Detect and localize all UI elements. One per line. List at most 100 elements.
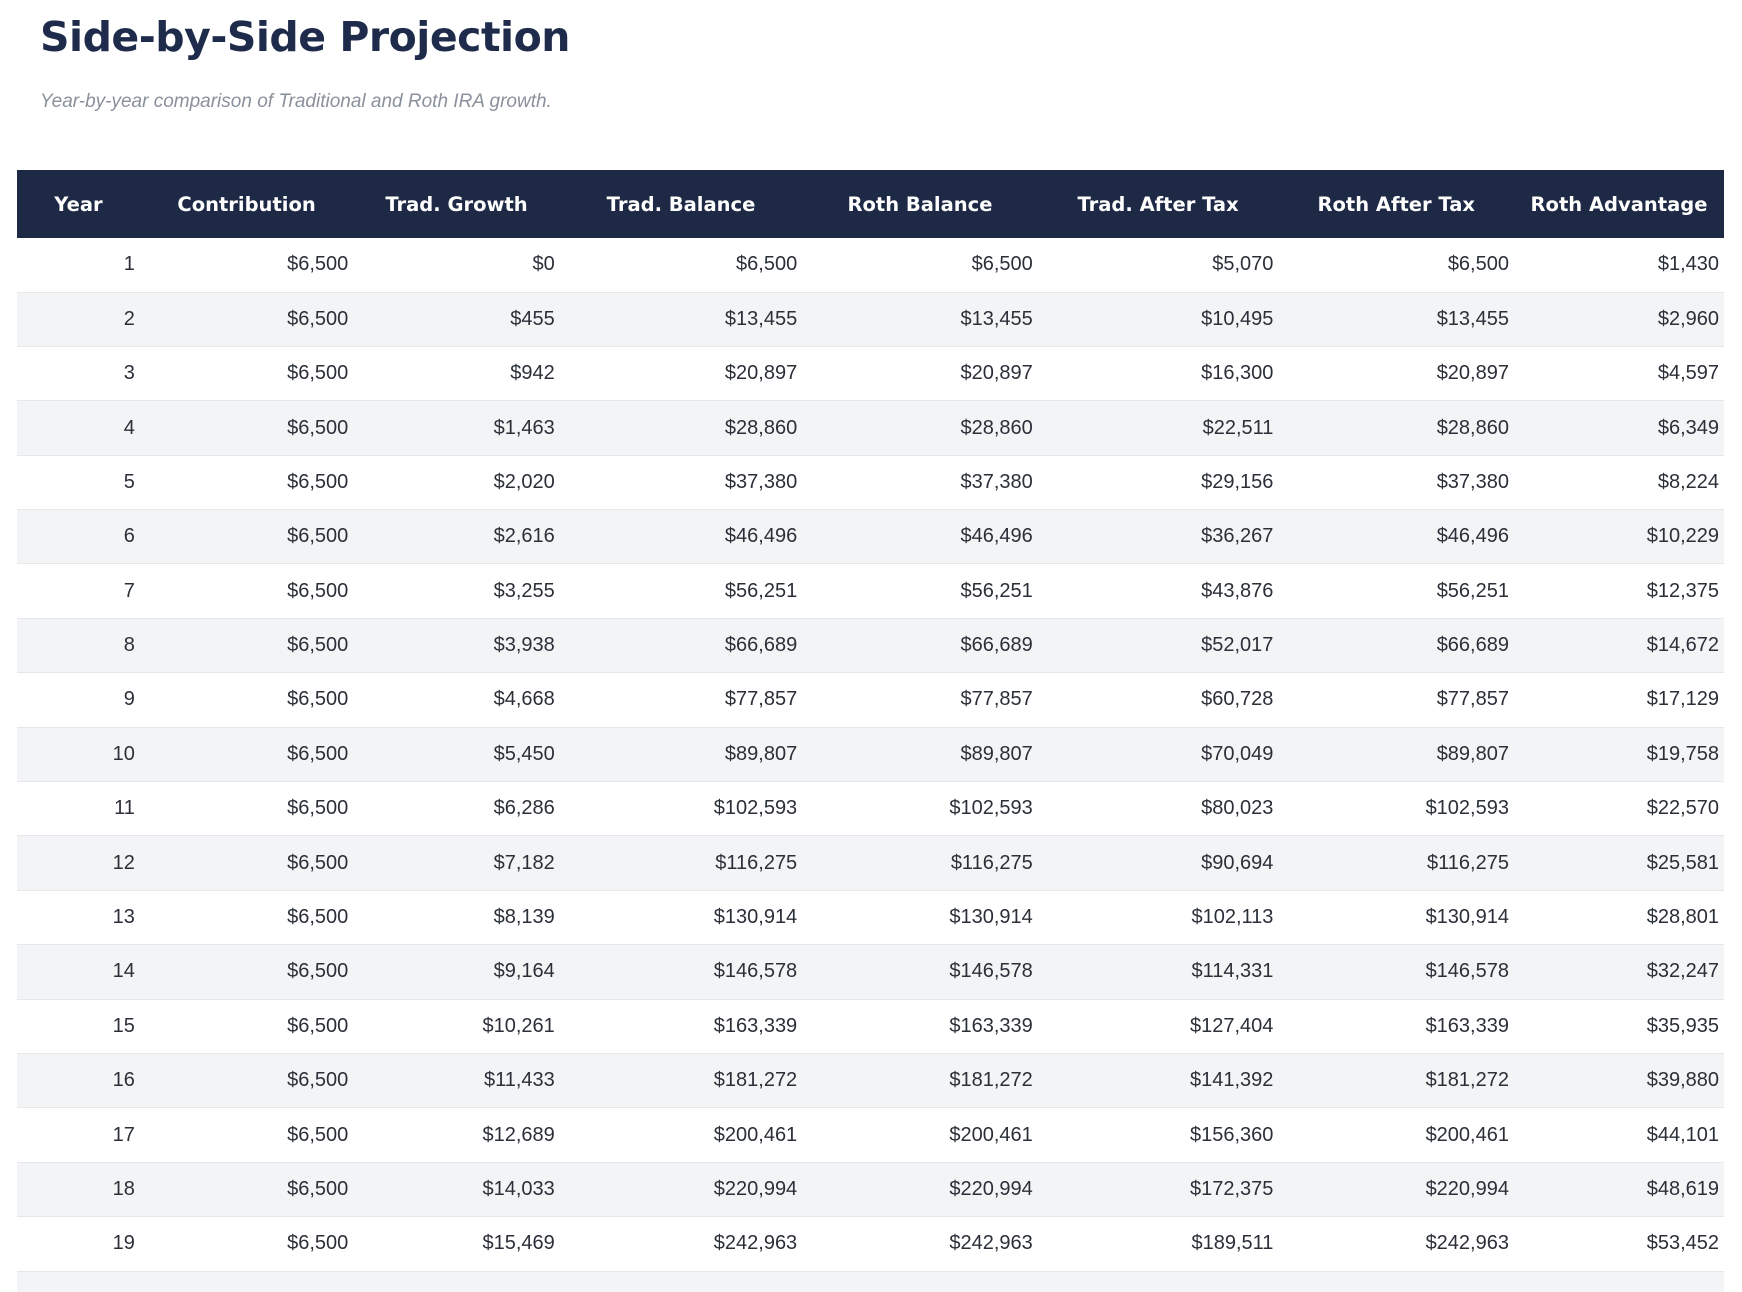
cell-roth-after-tax: $6,500 (1447, 253, 1509, 276)
column-header-trad-growth: Trad. Growth (353, 170, 560, 239)
cell-trad-balance: $163,339 (713, 1014, 798, 1037)
cell-trad-growth: $6,286 (493, 797, 555, 820)
cell-trad-growth: $2,020 (493, 470, 555, 493)
cell-roth-after-tax: $28,860 (1436, 416, 1509, 439)
cell-trad-after-tax: $80,023 (1201, 797, 1274, 820)
cell-roth-after-tax: $20,897 (1436, 362, 1509, 385)
cell-roth-advantage: $39,880 (1646, 1069, 1719, 1092)
cell-roth-balance: $89,807 (960, 742, 1033, 765)
cell-trad-after-tax: $36,267 (1201, 525, 1274, 548)
cell-contribution: $6,500 (287, 470, 349, 493)
cell-roth-after-tax: $242,963 (1425, 1232, 1509, 1255)
cell-trad-after-tax: $43,876 (1201, 579, 1274, 602)
cell-trad-balance: $242,963 (713, 1232, 798, 1255)
cell-trad-after-tax: $16,300 (1201, 362, 1274, 385)
cell-trad-after-tax: $102,113 (1191, 906, 1274, 929)
table-row: 14 $6,500 $9,164 $146,578 $146,578 $114,331 $1… (17, 944, 1724, 1000)
cell-roth-after-tax: $56,251 (1436, 579, 1509, 602)
cell-trad-growth: $2,616 (493, 525, 555, 548)
cell-roth-after-tax: $37,380 (1436, 470, 1509, 493)
cell-roth-advantage: $19,758 (1646, 742, 1719, 765)
table-row: 15 $6,500 $10,261 $163,339 $163,339 $127,404 $… (17, 999, 1724, 1053)
cell-roth-advantage: $2,960 (1657, 307, 1719, 330)
cell-roth-balance: $46,496 (960, 525, 1033, 548)
cell-trad-after-tax: $60,728 (1201, 688, 1274, 711)
column-header-trad-balance: Trad. Balance (559, 170, 803, 239)
cell-contribution: $6,500 (287, 1014, 349, 1037)
column-header-roth-after-tax: Roth After Tax (1278, 170, 1514, 239)
cell-trad-balance: $102,593 (713, 797, 798, 820)
cell-trad-balance: $146,578 (713, 960, 798, 983)
cell-roth-balance: $242,963 (949, 1232, 1033, 1255)
cell-roth-advantage: $53,452 (1646, 1232, 1719, 1255)
cell-empty (140, 1271, 353, 1292)
cell-trad-after-tax: $172,375 (1190, 1177, 1274, 1200)
column-header-roth-balance: Roth Balance (802, 170, 1038, 239)
cell-roth-advantage: $10,229 (1646, 525, 1719, 548)
cell-trad-growth: $455 (510, 307, 555, 330)
cell-roth-advantage: $28,801 (1646, 906, 1719, 929)
cell-year: 3 (123, 362, 135, 385)
page-subtitle: Year-by-year comparison of Traditional a… (40, 91, 552, 113)
cell-roth-after-tax: $146,578 (1425, 960, 1509, 983)
cell-trad-balance: $181,272 (713, 1069, 798, 1092)
table-row: 16 $6,500 $11,433 $181,272 $181,272 $141,392 $… (17, 1053, 1724, 1108)
cell-contribution: $6,500 (287, 797, 349, 820)
cell-trad-growth: $3,255 (493, 579, 555, 602)
cell-year: 14 (112, 960, 135, 983)
cell-roth-after-tax: $200,461 (1425, 1123, 1509, 1146)
column-header-roth-advantage: Roth Advantage (1513, 170, 1724, 239)
cell-trad-after-tax: $5,070 (1212, 253, 1274, 276)
projection-table: Year Contribution Trad. Growth Trad. Balanc… (17, 170, 1724, 1292)
cell-year: 19 (112, 1232, 135, 1255)
cell-roth-advantage: $22,570 (1646, 797, 1719, 820)
cell-trad-after-tax: $114,331 (1191, 960, 1274, 983)
cell-roth-after-tax: $102,593 (1425, 797, 1509, 820)
cell-trad-balance: $220,994 (713, 1177, 798, 1200)
cell-year: 12 (112, 851, 135, 874)
cell-year: 9 (123, 688, 135, 711)
table-row: 4 $6,500 $1,463 $28,860 $28,860 $22,511 $28,86… (17, 400, 1724, 456)
column-header-trad-after-tax: Trad. After Tax (1037, 170, 1279, 239)
cell-trad-balance: $28,860 (724, 416, 798, 439)
cell-roth-advantage: $32,247 (1646, 960, 1719, 983)
cell-trad-growth: $3,938 (493, 634, 555, 657)
table-row: 6 $6,500 $2,616 $46,496 $46,496 $36,267 $46,49… (17, 509, 1724, 564)
table-header-row: Year Contribution Trad. Growth Trad. Balanc… (17, 170, 1724, 239)
cell-contribution: $6,500 (287, 851, 349, 874)
cell-contribution: $6,500 (287, 960, 349, 983)
table-row: 2 $6,500 $455 $13,455 $13,455 $10,495 $13,455 $… (17, 292, 1724, 347)
cell-contribution: $6,500 (287, 525, 349, 548)
cell-trad-growth: $12,689 (482, 1123, 555, 1146)
cell-year: 17 (112, 1123, 135, 1146)
cell-roth-after-tax: $181,272 (1425, 1069, 1509, 1092)
cell-trad-after-tax: $52,017 (1201, 634, 1274, 657)
table-row: 10 $6,500 $5,450 $89,807 $89,807 $70,049 $89,8… (17, 727, 1724, 782)
cell-empty (802, 1271, 1038, 1292)
table-row: 12 $6,500 $7,182 $116,275 $116,275 $90,694 $11… (17, 835, 1724, 891)
cell-roth-balance: $200,461 (949, 1123, 1033, 1146)
cell-year: 18 (112, 1177, 135, 1200)
cell-year: 10 (112, 742, 135, 765)
cell-roth-after-tax: $130,914 (1425, 906, 1509, 929)
cell-roth-balance: $116,275 (950, 851, 1033, 874)
cell-roth-balance: $6,500 (971, 253, 1033, 276)
cell-roth-advantage: $8,224 (1657, 470, 1719, 493)
cell-trad-after-tax: $22,511 (1202, 416, 1274, 439)
cell-roth-after-tax: $77,857 (1436, 688, 1509, 711)
cell-year: 11 (114, 797, 135, 820)
cell-trad-balance: $46,496 (724, 525, 798, 548)
cell-trad-balance: $77,857 (724, 688, 798, 711)
cell-contribution: $6,500 (287, 307, 349, 330)
cell-empty (1278, 1271, 1514, 1292)
cell-trad-after-tax: $29,156 (1201, 470, 1274, 493)
table-row: 7 $6,500 $3,255 $56,251 $56,251 $43,876 $56,25… (17, 563, 1724, 618)
cell-contribution: $6,500 (287, 416, 349, 439)
cell-year: 6 (123, 525, 135, 548)
cell-trad-growth: $14,033 (482, 1177, 555, 1200)
cell-roth-advantage: $14,672 (1646, 634, 1719, 657)
cell-contribution: $6,500 (287, 906, 349, 929)
cell-trad-growth: $1,463 (493, 416, 555, 439)
cell-roth-balance: $102,593 (949, 797, 1033, 820)
